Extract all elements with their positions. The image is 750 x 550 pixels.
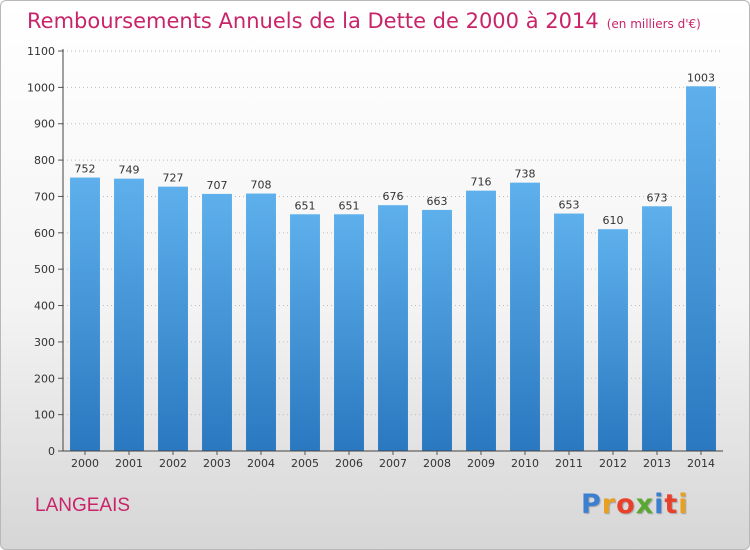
x-tick-label-2012: 2012 — [599, 457, 627, 470]
logo-letter: t — [664, 489, 679, 520]
bar-2013 — [642, 206, 672, 451]
x-tick-label-2003: 2003 — [203, 457, 231, 470]
x-tick-label-2010: 2010 — [511, 457, 539, 470]
x-tick-label-2002: 2002 — [159, 457, 187, 470]
y-tick-label: 100 — [34, 409, 55, 422]
value-label-2011: 653 — [559, 199, 580, 212]
bar-2014 — [686, 86, 716, 451]
bar-2011 — [554, 213, 584, 451]
y-tick-label: 900 — [34, 118, 55, 131]
x-tick-label-2001: 2001 — [115, 457, 143, 470]
bar-2006 — [334, 214, 364, 451]
value-label-2014: 1003 — [687, 71, 715, 84]
logo-letter: o — [616, 489, 636, 520]
bar-2008 — [422, 209, 452, 451]
chart-unit-note: (en milliers d'€) — [606, 17, 701, 31]
logo-letter: r — [601, 489, 617, 520]
x-tick-label-2008: 2008 — [423, 457, 451, 470]
commune-name: LANGEAIS — [35, 495, 131, 516]
y-tick-label: 200 — [34, 372, 55, 385]
value-label-2010: 738 — [515, 168, 536, 181]
x-tick-label-2009: 2009 — [467, 457, 495, 470]
y-tick-label: 600 — [34, 227, 55, 240]
bar-2001 — [114, 178, 144, 452]
x-tick-label-2000: 2000 — [71, 457, 99, 470]
bar-2003 — [202, 193, 232, 451]
y-tick-label: 1100 — [27, 45, 55, 58]
x-tick-label-2006: 2006 — [335, 457, 363, 470]
logo-letter: i — [678, 489, 689, 520]
y-tick-label: 300 — [34, 336, 55, 349]
logo-letter: i — [654, 489, 665, 520]
bar-2002 — [158, 186, 188, 452]
value-label-2007: 676 — [383, 190, 404, 203]
proxiti-logo: Proxiti — [581, 489, 689, 520]
y-tick-label: 800 — [34, 154, 55, 167]
value-label-2004: 708 — [251, 179, 272, 192]
value-label-2005: 651 — [295, 199, 316, 212]
bar-2009 — [466, 190, 496, 452]
x-tick-label-2005: 2005 — [291, 457, 319, 470]
value-label-2013: 673 — [647, 191, 668, 204]
value-label-2009: 716 — [471, 176, 492, 189]
axes: 0 100 200 300 400 500 600 700 800 900 1000 1100 2000… — [27, 45, 723, 470]
value-label-2006: 651 — [339, 199, 360, 212]
x-tick-label-2004: 2004 — [247, 457, 275, 470]
data-labels: 752 749 727 707 708 651 651 676 663 716 738 653 610 6… — [75, 71, 716, 227]
y-tick-label: 500 — [34, 263, 55, 276]
bar-2012 — [598, 229, 628, 451]
bars — [70, 86, 716, 452]
x-tick-label-2013: 2013 — [643, 457, 671, 470]
value-label-2003: 707 — [207, 179, 228, 192]
chart-title-text: Remboursements Annuels de la Dette de 20… — [27, 9, 599, 33]
value-label-2001: 749 — [119, 164, 140, 177]
y-tick-label: 0 — [48, 445, 55, 458]
value-label-2000: 752 — [75, 163, 96, 176]
value-label-2002: 727 — [163, 172, 184, 185]
y-tick-label: 1000 — [27, 81, 55, 94]
x-tick-label-2014: 2014 — [687, 457, 715, 470]
value-label-2008: 663 — [427, 195, 448, 208]
bar-2004 — [246, 193, 276, 451]
value-label-2012: 610 — [603, 214, 624, 227]
x-tick-label-2011: 2011 — [555, 457, 583, 470]
logo-letter: x — [635, 489, 655, 520]
bar-2000 — [70, 177, 100, 451]
x-tick-label-2007: 2007 — [379, 457, 407, 470]
bar-2005 — [290, 214, 320, 451]
y-tick-label: 700 — [34, 190, 55, 203]
bar-2007 — [378, 205, 408, 451]
y-tick-label: 400 — [34, 300, 55, 313]
logo-letter: P — [581, 489, 602, 520]
bar-2010 — [510, 182, 540, 452]
chart-title: Remboursements Annuels de la Dette de 20… — [27, 9, 701, 33]
